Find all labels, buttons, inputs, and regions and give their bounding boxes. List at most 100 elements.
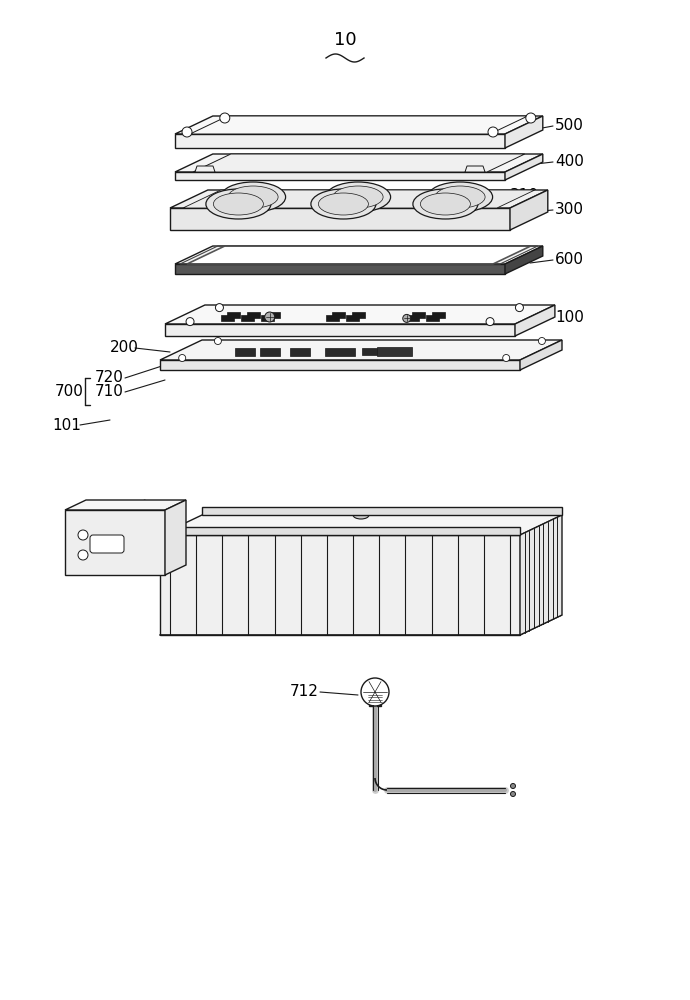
Polygon shape — [65, 510, 165, 575]
Circle shape — [511, 784, 515, 788]
Circle shape — [215, 304, 224, 312]
FancyBboxPatch shape — [241, 315, 254, 321]
Text: 710: 710 — [95, 384, 124, 399]
FancyBboxPatch shape — [90, 535, 124, 553]
Polygon shape — [175, 154, 543, 172]
Circle shape — [538, 338, 545, 344]
Polygon shape — [187, 246, 531, 264]
FancyBboxPatch shape — [346, 315, 359, 321]
Polygon shape — [170, 190, 548, 208]
Text: 711: 711 — [75, 508, 104, 522]
Ellipse shape — [318, 193, 368, 215]
Polygon shape — [505, 246, 543, 274]
FancyBboxPatch shape — [227, 312, 240, 318]
Ellipse shape — [413, 189, 478, 219]
Ellipse shape — [213, 193, 264, 215]
Polygon shape — [183, 190, 535, 208]
Polygon shape — [175, 172, 505, 180]
Polygon shape — [193, 154, 525, 172]
FancyBboxPatch shape — [332, 312, 345, 318]
FancyBboxPatch shape — [362, 348, 377, 355]
Ellipse shape — [326, 182, 391, 212]
Polygon shape — [465, 166, 485, 172]
Text: 400: 400 — [555, 154, 584, 169]
Polygon shape — [195, 166, 215, 172]
Polygon shape — [165, 324, 515, 336]
Polygon shape — [160, 615, 562, 635]
FancyBboxPatch shape — [406, 315, 419, 321]
Text: 712: 712 — [290, 684, 319, 700]
Polygon shape — [520, 515, 562, 635]
FancyBboxPatch shape — [326, 315, 339, 321]
Polygon shape — [505, 154, 543, 180]
Polygon shape — [175, 264, 505, 274]
Text: 200: 200 — [110, 340, 139, 356]
FancyBboxPatch shape — [325, 348, 355, 356]
Ellipse shape — [353, 511, 369, 519]
Polygon shape — [160, 535, 520, 635]
Text: 101: 101 — [52, 418, 81, 432]
FancyBboxPatch shape — [221, 315, 234, 321]
Text: 310: 310 — [510, 188, 539, 204]
FancyBboxPatch shape — [432, 312, 445, 318]
FancyBboxPatch shape — [377, 347, 412, 356]
Polygon shape — [175, 246, 543, 264]
Polygon shape — [65, 500, 186, 510]
Circle shape — [511, 792, 515, 796]
Polygon shape — [175, 134, 505, 148]
Polygon shape — [160, 527, 520, 535]
Circle shape — [515, 304, 524, 312]
Ellipse shape — [206, 189, 271, 219]
Circle shape — [265, 312, 275, 322]
Polygon shape — [520, 340, 562, 370]
FancyBboxPatch shape — [426, 315, 439, 321]
Polygon shape — [165, 500, 186, 575]
Circle shape — [526, 113, 536, 123]
FancyBboxPatch shape — [290, 348, 310, 356]
Polygon shape — [160, 360, 520, 370]
Ellipse shape — [435, 186, 485, 208]
Polygon shape — [160, 515, 562, 535]
Circle shape — [78, 550, 88, 560]
Text: 600: 600 — [555, 252, 584, 267]
Polygon shape — [165, 305, 555, 324]
Text: 500: 500 — [555, 118, 584, 133]
Circle shape — [182, 127, 192, 137]
Circle shape — [220, 113, 230, 123]
Circle shape — [503, 355, 510, 361]
Polygon shape — [505, 116, 543, 148]
Polygon shape — [515, 305, 555, 336]
Text: 300: 300 — [555, 202, 584, 218]
Circle shape — [486, 318, 494, 326]
Circle shape — [403, 314, 411, 322]
Ellipse shape — [420, 193, 471, 215]
Ellipse shape — [228, 186, 278, 208]
Circle shape — [78, 530, 88, 540]
Polygon shape — [170, 208, 510, 230]
FancyBboxPatch shape — [261, 315, 274, 321]
Polygon shape — [202, 507, 562, 515]
Circle shape — [179, 355, 186, 361]
Polygon shape — [510, 190, 548, 230]
Text: 700: 700 — [55, 384, 84, 399]
Circle shape — [488, 127, 498, 137]
Circle shape — [361, 678, 389, 706]
FancyBboxPatch shape — [412, 312, 425, 318]
Text: 100: 100 — [555, 310, 584, 326]
Polygon shape — [160, 340, 562, 360]
Ellipse shape — [221, 182, 286, 212]
FancyBboxPatch shape — [259, 348, 279, 356]
FancyBboxPatch shape — [235, 348, 255, 356]
Ellipse shape — [428, 182, 493, 212]
Circle shape — [215, 338, 221, 344]
Circle shape — [186, 318, 194, 326]
FancyBboxPatch shape — [247, 312, 260, 318]
Polygon shape — [175, 116, 543, 134]
Ellipse shape — [333, 186, 383, 208]
FancyBboxPatch shape — [267, 312, 280, 318]
Ellipse shape — [311, 189, 376, 219]
Text: 10: 10 — [334, 31, 356, 49]
FancyBboxPatch shape — [352, 312, 365, 318]
Polygon shape — [190, 116, 528, 134]
Text: 720: 720 — [95, 370, 124, 385]
